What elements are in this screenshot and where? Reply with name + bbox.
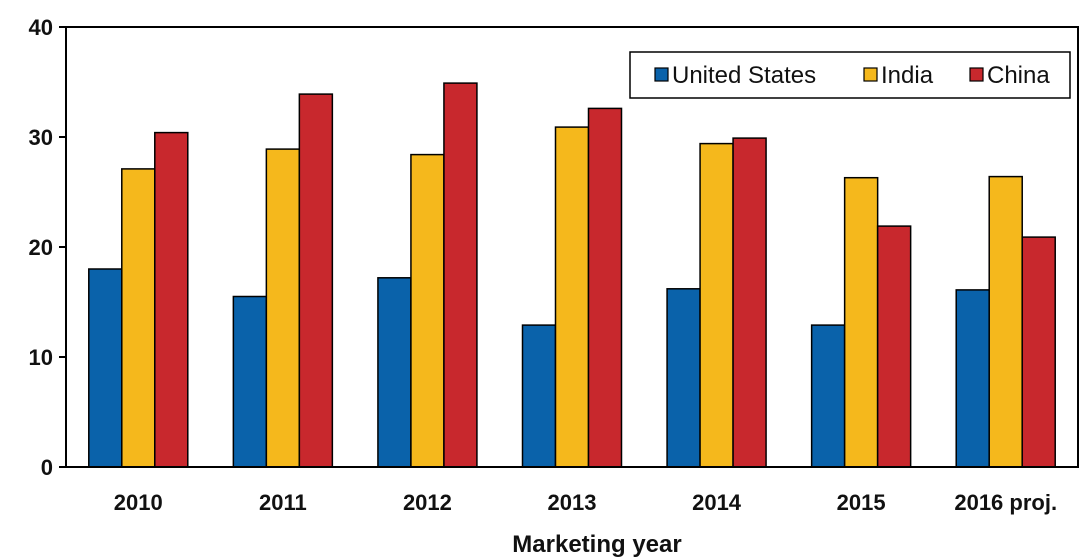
bar-china-2010	[154, 131, 189, 468]
bar-india-2010	[121, 168, 156, 468]
bar-united-states-2014	[666, 288, 701, 468]
x-tick-label: 2011	[259, 490, 307, 515]
y-axis-ticks: 0 10 20 30 40	[29, 15, 66, 480]
legend-swatch	[654, 67, 669, 82]
bar-united-states-2013	[521, 324, 557, 468]
x-tick-label: 2010	[114, 490, 163, 515]
bar-india-2014	[699, 142, 734, 468]
bar-india-2016-proj-	[988, 175, 1023, 468]
bar-china-2012	[443, 82, 478, 468]
bar-united-states-2016-proj-	[955, 289, 990, 468]
legend-box	[629, 51, 1071, 99]
bar-united-states-2012	[377, 277, 412, 468]
bar-united-states-2011	[232, 295, 268, 468]
bar-china-2015	[876, 225, 912, 468]
y-tick-label: 0	[41, 455, 53, 480]
bar-china-2013	[587, 107, 623, 468]
legend-swatch	[863, 67, 878, 82]
x-tick-label: 2016 proj.	[954, 490, 1057, 515]
x-axis-ticks: 2010 2011 2012 2013 2014 2015 2016 proj.	[114, 490, 1057, 515]
legend-label: China	[987, 62, 1050, 89]
y-tick-label: 40	[29, 15, 53, 40]
x-tick-label: 2013	[548, 490, 597, 515]
x-axis-title: Marketing year	[512, 531, 681, 557]
y-tick-label: 10	[29, 345, 53, 370]
bar-india-2015	[843, 176, 879, 468]
bar-india-2012	[410, 153, 445, 468]
bar-china-2011	[298, 93, 334, 468]
legend-label: India	[881, 62, 934, 89]
x-tick-label: 2014	[692, 490, 742, 515]
y-tick-label: 20	[29, 235, 53, 260]
bar-china-2016-proj-	[1021, 236, 1056, 468]
x-tick-label: 2015	[837, 490, 886, 515]
legend: United States India China	[629, 51, 1071, 99]
y-tick-label: 30	[29, 125, 53, 150]
bar-india-2013	[554, 126, 590, 468]
legend-label: United States	[672, 62, 816, 89]
x-tick-label: 2012	[403, 490, 452, 515]
bar-india-2011	[265, 148, 301, 468]
bar-united-states-2015	[810, 324, 846, 468]
bar-china-2014	[732, 137, 767, 468]
bar-united-states-2010	[88, 268, 123, 468]
legend-swatch	[969, 67, 984, 82]
bars	[88, 82, 1056, 468]
plot-frame	[65, 26, 1079, 468]
